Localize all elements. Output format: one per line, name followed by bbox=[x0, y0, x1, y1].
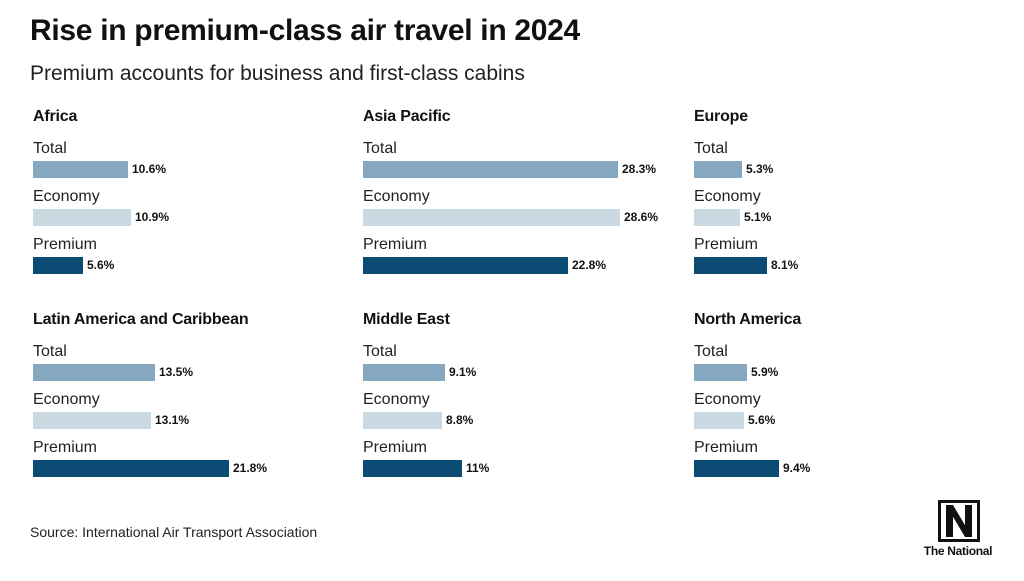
data-label: 13.1% bbox=[155, 413, 190, 427]
category-label: Economy bbox=[363, 188, 430, 205]
bar-economy bbox=[33, 412, 151, 429]
category-label: Total bbox=[694, 140, 728, 157]
bar-total bbox=[363, 364, 445, 381]
category-label: Economy bbox=[694, 188, 761, 205]
panel-title: Middle East bbox=[363, 311, 450, 328]
panel-europe: Europe Total 5.3% Economy 5.1% Premium 8.1% bbox=[691, 108, 991, 288]
bar-total bbox=[363, 161, 618, 178]
data-label: 13.5% bbox=[159, 365, 194, 379]
data-label: 8.1% bbox=[771, 258, 799, 272]
category-label: Economy bbox=[363, 391, 430, 408]
category-label: Economy bbox=[33, 391, 100, 408]
panel-title: Latin America and Caribbean bbox=[33, 311, 249, 328]
data-label: 5.6% bbox=[87, 258, 115, 272]
panel-latin-america-and-caribbean: Latin America and Caribbean Total 13.5% Eco… bbox=[30, 311, 330, 491]
data-label: 21.8% bbox=[233, 461, 268, 475]
data-label: 9.1% bbox=[449, 365, 477, 379]
data-label: 5.9% bbox=[751, 365, 779, 379]
bar-economy bbox=[363, 209, 620, 226]
source-note: Source: International Air Transport Asso… bbox=[30, 524, 318, 540]
bar-premium bbox=[33, 257, 83, 274]
panel-title: Africa bbox=[33, 108, 78, 125]
bar-premium bbox=[694, 460, 779, 477]
category-label: Premium bbox=[694, 236, 759, 253]
bar-total bbox=[33, 364, 155, 381]
data-label: 10.9% bbox=[135, 210, 170, 224]
chart-title: Rise in premium-class air travel in 2024 bbox=[30, 14, 580, 47]
data-label: 11% bbox=[466, 461, 490, 475]
panel-asia-pacific: Asia Pacific Total 28.3% Economy 28.6% Premiu… bbox=[360, 108, 660, 288]
bar-economy bbox=[363, 412, 442, 429]
bar-economy bbox=[694, 412, 744, 429]
panel-title: North America bbox=[694, 311, 802, 328]
chart-subtitle: Premium accounts for business and first-… bbox=[30, 62, 525, 85]
category-label: Total bbox=[694, 343, 728, 360]
data-label: 5.3% bbox=[746, 162, 774, 176]
data-label: 28.3% bbox=[622, 162, 657, 176]
panel-title: Europe bbox=[694, 108, 748, 125]
bar-total bbox=[33, 161, 128, 178]
panel-title: Asia Pacific bbox=[363, 108, 451, 125]
category-label: Premium bbox=[363, 439, 428, 456]
category-label: Economy bbox=[694, 391, 761, 408]
panel-middle-east: Middle East Total 9.1% Economy 8.8% Premium 11… bbox=[360, 311, 660, 491]
logo-text: The National bbox=[923, 544, 993, 558]
bar-premium bbox=[33, 460, 229, 477]
panel-africa: Africa Total 10.6% Economy 10.9% Premium 5.6% bbox=[30, 108, 330, 288]
category-label: Premium bbox=[33, 439, 98, 456]
bar-total bbox=[694, 364, 747, 381]
bar-premium bbox=[363, 460, 462, 477]
bar-total bbox=[694, 161, 742, 178]
data-label: 8.8% bbox=[446, 413, 474, 427]
bar-economy bbox=[33, 209, 131, 226]
data-label: 10.6% bbox=[132, 162, 167, 176]
data-label: 22.8% bbox=[572, 258, 607, 272]
bar-premium bbox=[694, 257, 767, 274]
the-national-logo-icon bbox=[938, 500, 980, 542]
category-label: Premium bbox=[33, 236, 98, 253]
category-label: Total bbox=[33, 343, 67, 360]
data-label: 5.6% bbox=[748, 413, 776, 427]
category-label: Premium bbox=[363, 236, 428, 253]
category-label: Total bbox=[33, 140, 67, 157]
category-label: Total bbox=[363, 343, 397, 360]
category-label: Economy bbox=[33, 188, 100, 205]
bar-premium bbox=[363, 257, 568, 274]
category-label: Total bbox=[363, 140, 397, 157]
panel-north-america: North America Total 5.9% Economy 5.6% Premium… bbox=[691, 311, 991, 491]
data-label: 5.1% bbox=[744, 210, 772, 224]
bar-economy bbox=[694, 209, 740, 226]
data-label: 28.6% bbox=[624, 210, 659, 224]
category-label: Premium bbox=[694, 439, 759, 456]
data-label: 9.4% bbox=[783, 461, 811, 475]
the-national-logo: The National bbox=[915, 500, 1001, 562]
